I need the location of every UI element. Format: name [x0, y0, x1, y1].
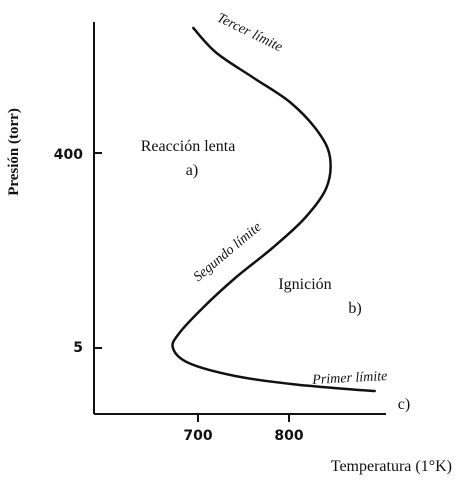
- x-tick-label-800: 800: [274, 428, 303, 444]
- x-tick-label-700: 700: [183, 428, 212, 444]
- region-label-slow-reaction: Reacción lenta: [141, 138, 236, 155]
- curve-label-first-limit: Primer límite: [311, 369, 388, 388]
- curve-layer: [171, 26, 376, 393]
- region-tag-b: b): [348, 300, 361, 317]
- y-tick-label-5: 5: [73, 340, 83, 356]
- curve-label-third-limit: Tercer límite: [214, 11, 284, 56]
- curve-label-second-limit: Segundo límite: [191, 220, 265, 285]
- region-tag-c: c): [398, 396, 410, 413]
- axes: [93, 22, 386, 422]
- x-axis-label: Temperatura (1°K): [331, 458, 452, 475]
- explosion-limit-curve: [171, 26, 376, 393]
- y-tick-label-400: 400: [54, 147, 83, 163]
- region-tag-a: a): [186, 162, 198, 179]
- y-axis-label: Presión (torr): [6, 108, 22, 196]
- region-label-ignition: Ignición: [278, 276, 331, 293]
